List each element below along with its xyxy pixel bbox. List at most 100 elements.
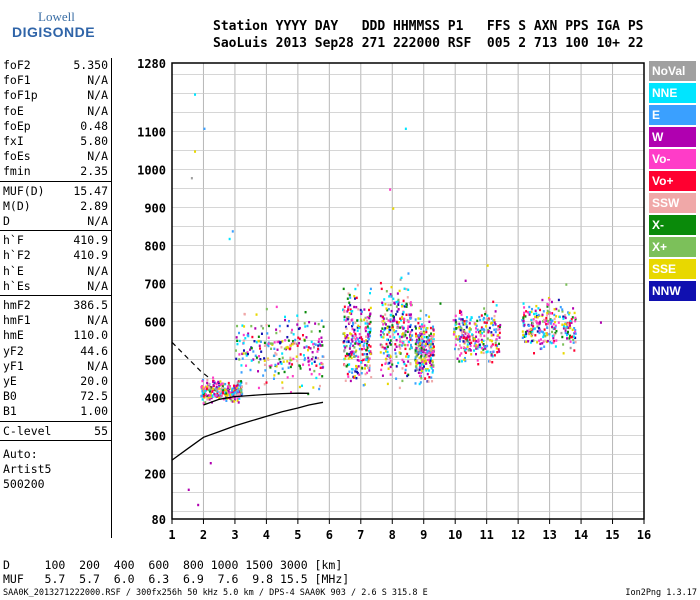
- echo-point: [354, 297, 357, 300]
- echo-point: [224, 397, 227, 401]
- echo-point: [304, 310, 307, 314]
- echo-point: [525, 332, 528, 335]
- echo-point: [550, 320, 553, 323]
- echo-point: [282, 360, 285, 363]
- echo-point: [430, 363, 433, 367]
- logo-line-2: DIGISONDE: [12, 24, 96, 40]
- echo-point: [387, 354, 390, 357]
- echo-point: [364, 316, 367, 320]
- echo-point: [382, 333, 385, 336]
- echo-point: [257, 370, 260, 373]
- echo-point: [344, 334, 347, 338]
- echo-point: [209, 387, 212, 390]
- echo-point: [522, 321, 525, 325]
- echo-point: [286, 360, 289, 363]
- echo-point: [365, 335, 368, 338]
- echo-point: [342, 287, 345, 291]
- echo-point: [574, 336, 577, 340]
- param-value: 20.0: [80, 374, 108, 388]
- echo-point: [542, 310, 545, 313]
- echo-point: [239, 382, 242, 385]
- echo-point: [321, 366, 324, 369]
- echo-point: [530, 323, 533, 327]
- echo-point: [459, 328, 462, 332]
- echo-point: [485, 325, 488, 328]
- echo-point: [389, 303, 392, 307]
- echo-point: [297, 336, 300, 339]
- echo-point: [366, 333, 369, 336]
- echo-point: [415, 347, 418, 350]
- legend-item-nne: NNE: [649, 83, 696, 103]
- echo-point: [310, 362, 313, 365]
- echo-point: [392, 333, 395, 336]
- echo-point: [279, 330, 282, 333]
- echo-point: [418, 336, 421, 340]
- param-row-yf1: yF1 N/A: [3, 359, 108, 374]
- echo-point: [431, 380, 434, 383]
- param-row-b0: B0 72.5: [3, 389, 108, 404]
- echo-point: [406, 352, 409, 356]
- echo-point: [473, 337, 476, 341]
- echo-point: [307, 356, 310, 360]
- echo-point: [420, 369, 423, 373]
- x-tick-label: 16: [637, 528, 651, 542]
- echo-point: [194, 93, 197, 96]
- echo-point: [486, 318, 489, 322]
- echo-point: [368, 322, 371, 325]
- param-name: D: [3, 214, 10, 228]
- echo-point: [313, 360, 316, 363]
- echo-point: [281, 356, 284, 359]
- echo-point: [288, 347, 291, 351]
- muf-table: D 100 200 400 600 800 1000 1500 3000 [km…: [3, 558, 349, 586]
- echo-point: [389, 318, 392, 321]
- echo-point: [384, 362, 387, 365]
- echo-point: [235, 336, 238, 339]
- echo-point: [380, 330, 383, 333]
- echo-point: [488, 326, 491, 330]
- echo-point: [541, 320, 544, 323]
- echo-point: [313, 369, 316, 373]
- echo-point: [310, 357, 313, 361]
- echo-point: [456, 357, 459, 360]
- param-value: N/A: [87, 88, 108, 103]
- echo-point: [343, 310, 346, 313]
- echo-point: [474, 322, 477, 326]
- echo-point: [217, 394, 220, 397]
- echo-point: [399, 326, 402, 329]
- echo-point: [226, 394, 229, 397]
- echo-point: [428, 343, 431, 346]
- echo-point: [278, 357, 281, 361]
- echo-point: [419, 330, 422, 334]
- echo-point: [379, 333, 382, 337]
- echo-point: [432, 365, 435, 368]
- echo-point: [411, 334, 414, 337]
- echo-point: [347, 315, 350, 319]
- muf-value-row: MUF 5.7 5.7 6.0 6.3 6.9 7.6 9.8 15.5 [MH…: [3, 572, 350, 586]
- echo-point: [454, 343, 457, 347]
- echo-point: [571, 316, 574, 319]
- echo-point: [363, 308, 366, 311]
- echo-point: [395, 313, 398, 316]
- echo-point: [287, 366, 290, 369]
- echo-point: [531, 322, 534, 325]
- echo-point: [356, 283, 359, 287]
- echo-point: [475, 347, 478, 350]
- echo-point: [409, 301, 412, 304]
- echo-point: [427, 341, 430, 344]
- echo-point: [219, 380, 222, 383]
- echo-point: [394, 348, 397, 351]
- echo-point: [419, 334, 422, 338]
- echo-point: [365, 339, 368, 342]
- echo-point: [395, 305, 398, 308]
- echo-point: [319, 366, 322, 370]
- echo-point: [524, 330, 527, 334]
- echo-point: [203, 127, 206, 130]
- echo-point: [216, 381, 219, 385]
- echo-point: [259, 358, 262, 361]
- echo-point: [484, 321, 487, 325]
- echo-point: [429, 361, 432, 365]
- echo-point: [241, 352, 244, 356]
- param-name: h`F: [3, 233, 24, 248]
- echo-point: [368, 366, 371, 370]
- echo-point: [297, 327, 300, 331]
